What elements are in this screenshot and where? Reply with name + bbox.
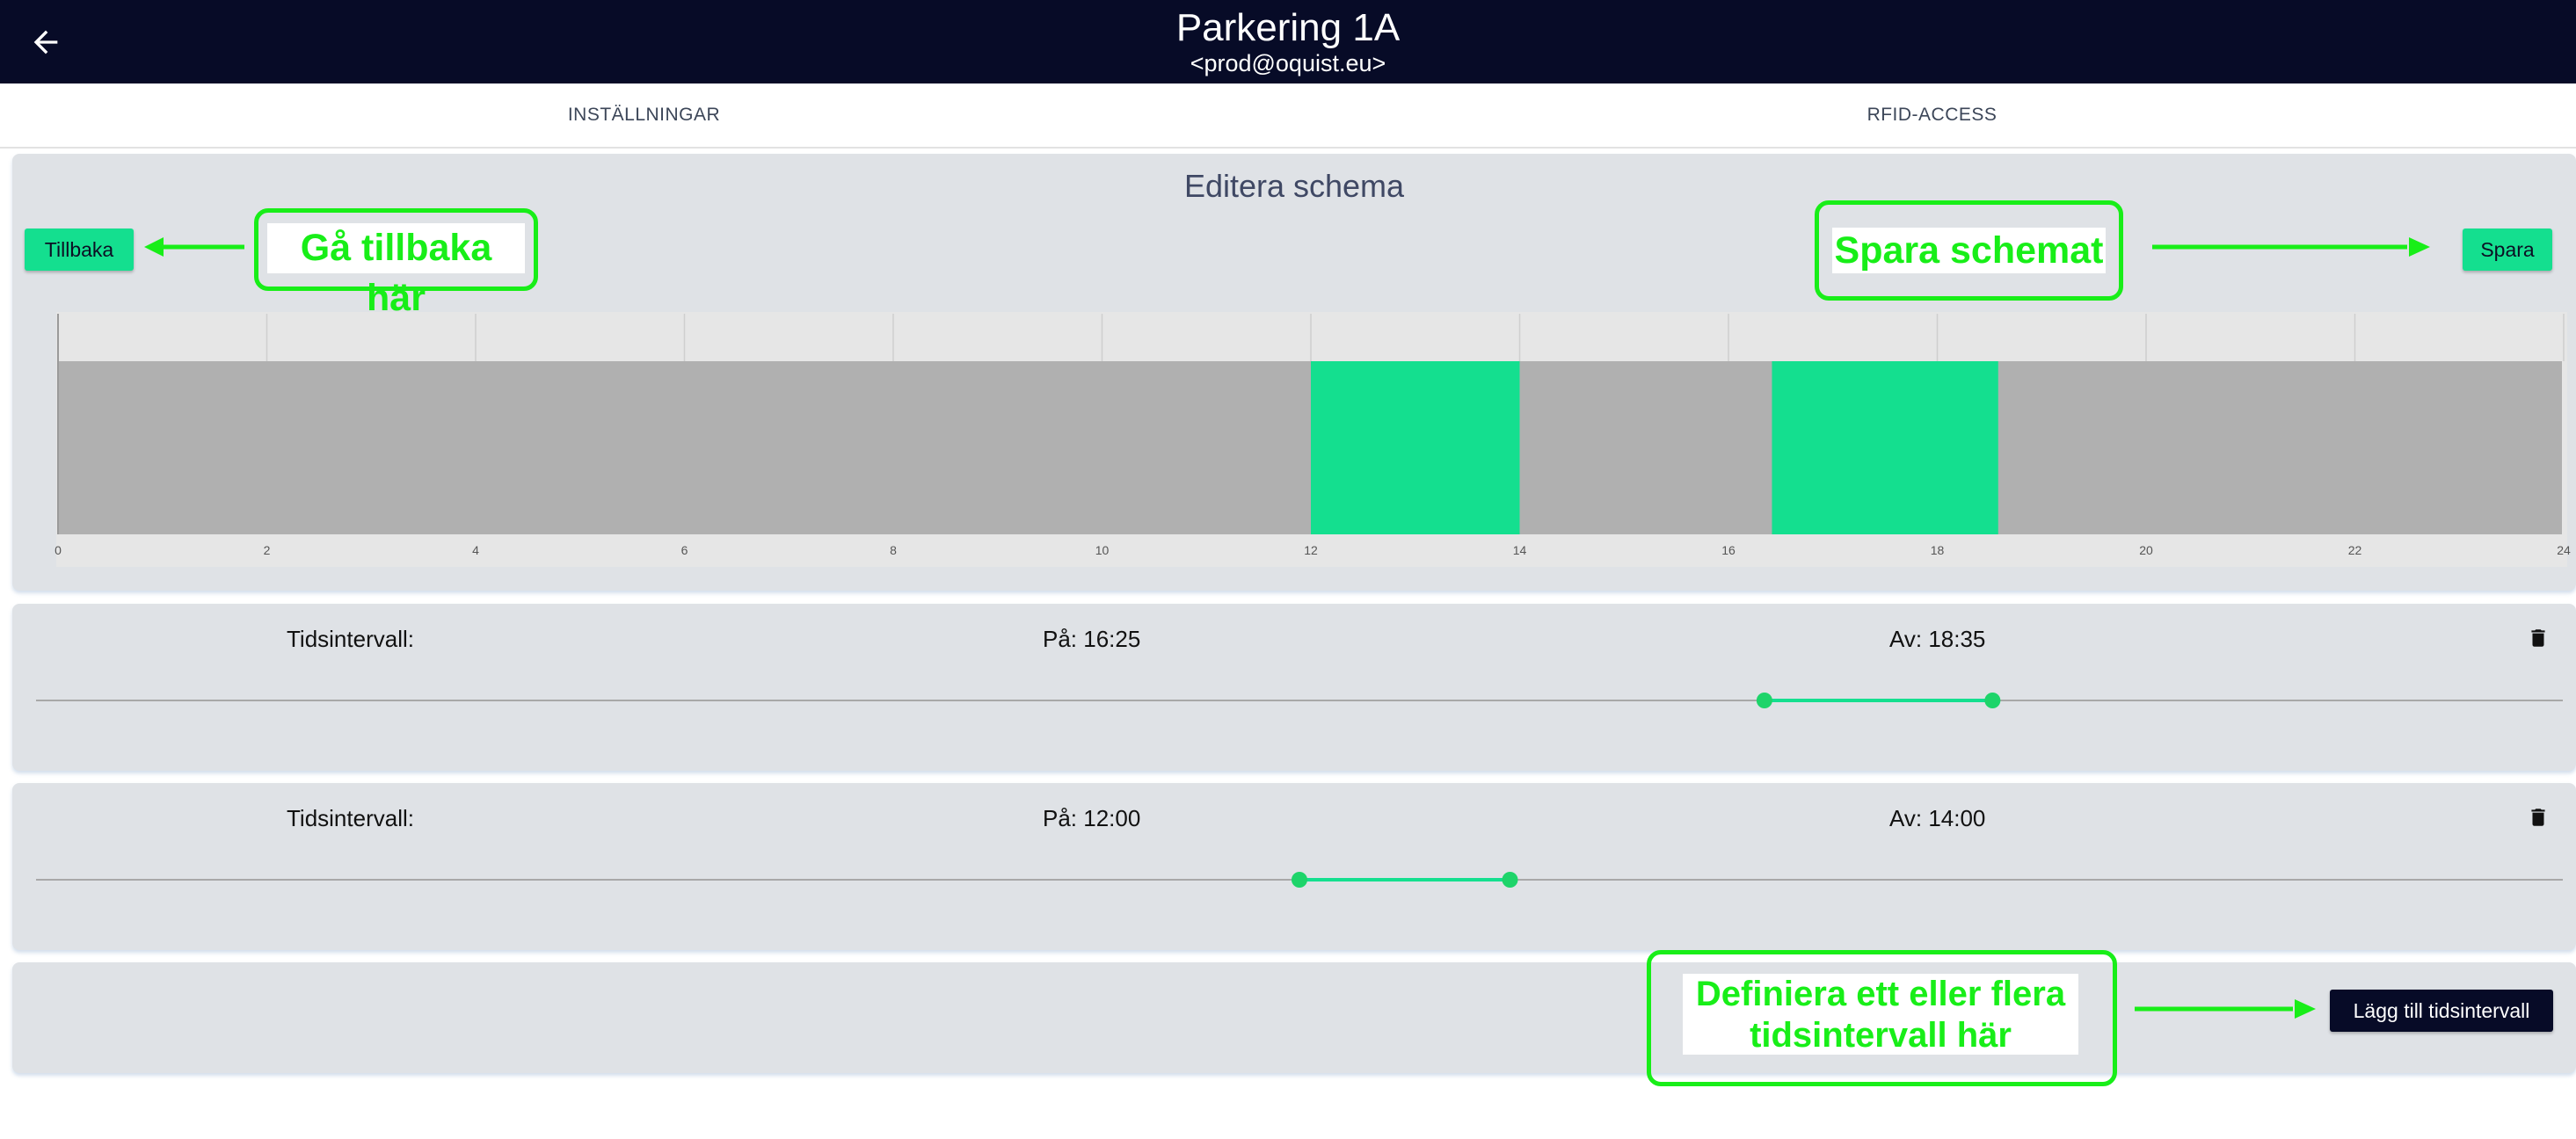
x-tick-label: 24 [2557, 543, 2571, 557]
editor-title: Editera schema [1183, 168, 1405, 204]
x-tick-label: 18 [1931, 543, 1945, 557]
trash-icon[interactable] [2527, 804, 2550, 831]
interval-label: Tidsintervall: [287, 805, 414, 831]
annotation-define-line-1: Definiera ett eller flera [1695, 975, 2066, 1013]
x-tick-label: 6 [681, 543, 688, 557]
x-tick-label: 4 [472, 543, 479, 557]
slider-on-handle [1292, 872, 1307, 888]
interval-off-time: Av: 14:00 [1889, 805, 1986, 831]
interval-row-1: Tidsintervall: På: 16:25 Av: 18:35 [12, 604, 2576, 771]
annotation-define: Definiera ett eller flera tidsintervall … [1647, 950, 2117, 1086]
save-button[interactable]: Spara [2463, 229, 2552, 271]
slider-off-handle [1984, 693, 2001, 708]
interval-on-time: På: 12:00 [1043, 805, 1141, 831]
arrow-to-back-button [144, 237, 244, 257]
x-tick-label: 8 [890, 543, 897, 557]
x-tick-label: 12 [1304, 543, 1318, 557]
interval-label: Tidsintervall: [287, 626, 414, 652]
schedule-active-block-1 [1311, 361, 1520, 534]
annotation-define-text: Definiera ett eller flera tidsintervall … [1683, 974, 2078, 1055]
page-title: Parkering 1A [1175, 6, 1401, 49]
x-tick-label: 14 [1513, 543, 1527, 557]
x-tick-label: 16 [1721, 543, 1736, 557]
interval-on-time: På: 16:25 [1043, 626, 1141, 652]
interval-off-time: Av: 18:35 [1889, 626, 1986, 652]
x-tick-label: 2 [264, 543, 271, 557]
x-tick-label: 22 [2348, 543, 2362, 557]
annotation-save: Spara schemat [1815, 200, 2123, 301]
schedule-inactive-bar [58, 361, 2562, 534]
x-tick-label: 20 [2139, 543, 2153, 557]
add-interval-panel: Lägg till tidsintervall [12, 962, 2576, 1073]
trash-icon[interactable] [2527, 625, 2550, 651]
slider-off-handle [1502, 872, 1518, 888]
schedule-active-block-2 [1772, 361, 1998, 534]
x-tick-label: 10 [1095, 543, 1110, 557]
x-tick-label: 0 [55, 543, 62, 557]
tab-bar: INSTÄLLNINGAR RFID-ACCESS [0, 83, 2576, 149]
arrow-to-save-button [2152, 237, 2430, 257]
interval-range-slider[interactable] [33, 862, 2569, 897]
slider-on-handle [1756, 693, 1772, 708]
arrow-to-add-interval-button [2135, 999, 2316, 1019]
annotation-save-text: Spara schemat [1832, 228, 2106, 273]
schedule-chart: 0 2 4 6 8 10 12 14 16 18 20 22 24 [55, 312, 2571, 567]
back-button[interactable]: Tillbaka [25, 229, 134, 271]
tab-settings[interactable]: INSTÄLLNINGAR [567, 105, 721, 125]
arrow-left-icon[interactable] [26, 25, 65, 60]
interval-row-2: Tidsintervall: På: 12:00 Av: 14:00 [12, 783, 2576, 950]
app-header: Parkering 1A <prod@oquist.eu> [0, 0, 2576, 83]
annotation-back: Gå tillbaka här [254, 208, 538, 319]
tab-rfid-access[interactable]: RFID-ACCESS [1867, 105, 1997, 125]
interval-range-slider[interactable] [33, 683, 2569, 718]
account-email: <prod@oquist.eu> [1190, 50, 1386, 76]
add-interval-button[interactable]: Lägg till tidsintervall [2330, 990, 2553, 1032]
annotation-define-line-2: tidsintervall här [1750, 1016, 2012, 1055]
annotation-back-text: Gå tillbaka här [267, 223, 525, 319]
